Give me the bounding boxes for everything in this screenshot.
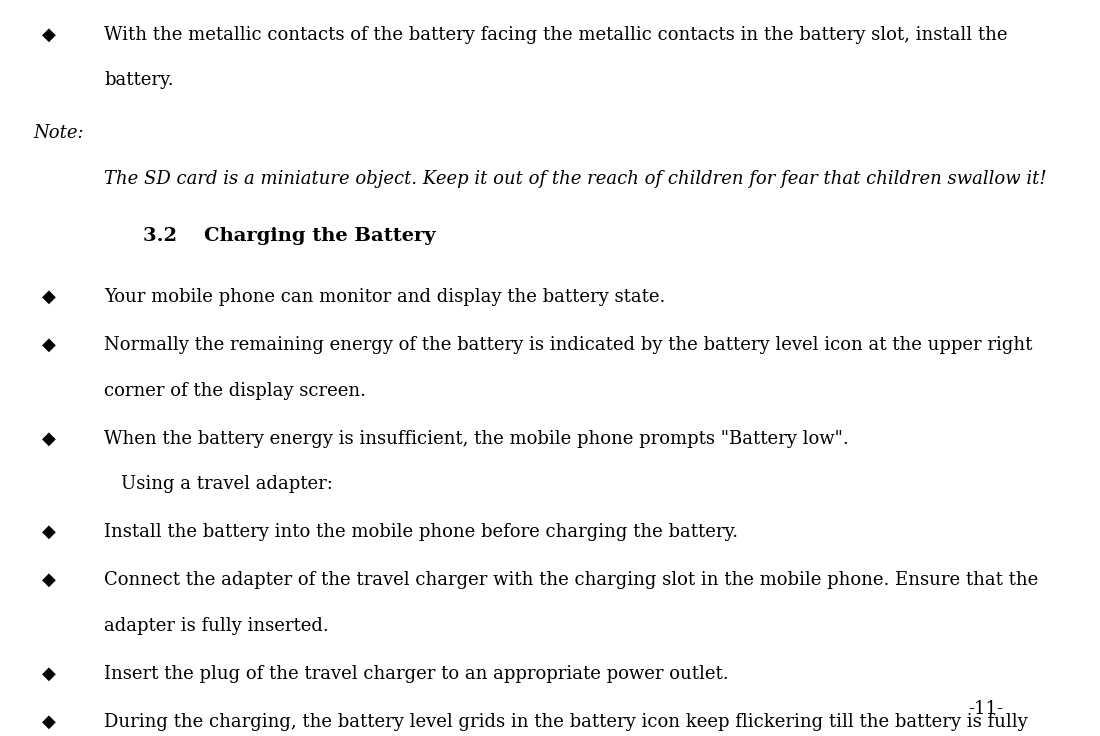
Text: ◆: ◆: [42, 430, 56, 447]
Text: corner of the display screen.: corner of the display screen.: [104, 382, 366, 400]
Text: Using a travel adapter:: Using a travel adapter:: [121, 475, 333, 493]
Text: 3.2    Charging the Battery: 3.2 Charging the Battery: [143, 227, 436, 244]
Text: ◆: ◆: [42, 571, 56, 589]
Text: Connect the adapter of the travel charger with the charging slot in the mobile p: Connect the adapter of the travel charge…: [104, 571, 1038, 589]
Text: The SD card is a miniature object. Keep it out of the reach of children for fear: The SD card is a miniature object. Keep …: [104, 169, 1047, 188]
Text: adapter is fully inserted.: adapter is fully inserted.: [104, 617, 329, 634]
Text: With the metallic contacts of the battery facing the metallic contacts in the ba: With the metallic contacts of the batter…: [104, 26, 1008, 43]
Text: ◆: ◆: [42, 712, 56, 731]
Text: ◆: ◆: [42, 336, 56, 354]
Text: Normally the remaining energy of the battery is indicated by the battery level i: Normally the remaining energy of the bat…: [104, 336, 1033, 354]
Text: ◆: ◆: [42, 523, 56, 541]
Text: During the charging, the battery level grids in the battery icon keep flickering: During the charging, the battery level g…: [104, 712, 1028, 731]
Text: ◆: ◆: [42, 288, 56, 306]
Text: Your mobile phone can monitor and display the battery state.: Your mobile phone can monitor and displa…: [104, 288, 666, 306]
Text: When the battery energy is insufficient, the mobile phone prompts "Battery low".: When the battery energy is insufficient,…: [104, 430, 849, 447]
Text: ◆: ◆: [42, 26, 56, 43]
Text: Note:: Note:: [33, 124, 84, 142]
Text: Insert the plug of the travel charger to an appropriate power outlet.: Insert the plug of the travel charger to…: [104, 665, 729, 682]
Text: -11-: -11-: [968, 700, 1003, 718]
Text: ◆: ◆: [42, 665, 56, 682]
Text: Install the battery into the mobile phone before charging the battery.: Install the battery into the mobile phon…: [104, 523, 738, 541]
Text: battery.: battery.: [104, 71, 174, 89]
